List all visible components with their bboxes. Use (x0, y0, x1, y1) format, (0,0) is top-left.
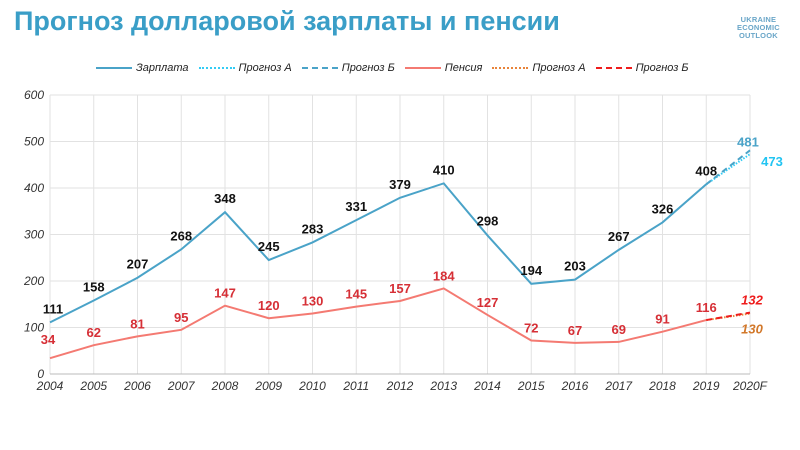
x-tick-label: 2015 (517, 379, 545, 393)
pension-data-label: 91 (655, 312, 669, 327)
legend-swatch (492, 67, 529, 69)
y-tick-label: 300 (24, 228, 44, 242)
y-tick-label: 500 (24, 135, 44, 149)
legend-item: Прогноз Б (595, 62, 689, 74)
pension-data-label: 116 (696, 300, 717, 315)
legend-label: Прогноз А (532, 62, 586, 74)
salary-data-label: 158 (83, 280, 105, 295)
salary-forecast-a-label: 473 (761, 154, 783, 169)
x-tick-label: 2010 (298, 379, 326, 393)
legend-item: Прогноз А (198, 62, 292, 74)
pension-forecast-a-label: 130 (741, 322, 763, 337)
x-tick-label: 2008 (211, 379, 239, 393)
salary-data-label: 203 (564, 259, 586, 274)
x-tick-label: 2016 (561, 379, 589, 393)
x-tick-label: 2019 (692, 379, 720, 393)
x-tick-label: 2009 (254, 379, 282, 393)
series-line (49, 182, 707, 324)
x-tick-label: 2011 (342, 379, 369, 393)
salary-data-label: 245 (258, 239, 280, 254)
pension-data-label: 130 (302, 294, 324, 309)
y-tick-label: 200 (23, 274, 44, 288)
y-tick-label: 0 (37, 367, 44, 381)
pension-data-label: 67 (568, 323, 582, 338)
x-tick-label: 2006 (123, 379, 151, 393)
x-tick-label: 2005 (79, 379, 107, 393)
salary-data-label: 348 (214, 191, 236, 206)
pension-data-label: 95 (174, 310, 188, 325)
legend-item: Зарплата (96, 62, 189, 74)
pension-data-label: 81 (130, 316, 144, 331)
x-tick-label: 2012 (386, 379, 414, 393)
legend-swatch (404, 67, 441, 69)
legend-item: Пенсия (404, 62, 483, 74)
pension-data-label: 120 (258, 298, 280, 313)
salary-data-label: 268 (170, 228, 192, 243)
logo-line: OUTLOOK (738, 31, 778, 40)
x-tick-label: 2004 (36, 379, 64, 393)
pension-data-label: 184 (433, 268, 455, 283)
pension-data-label: 72 (524, 321, 538, 336)
legend: Зарплата Прогноз А Прогноз Б Пенсия Прогноз … (96, 62, 689, 74)
x-tick-label: 2017 (604, 379, 633, 393)
pension-data-label: 147 (214, 286, 236, 301)
x-tick-label: 2007 (167, 379, 196, 393)
y-tick-label: 600 (24, 88, 44, 102)
series-line (706, 311, 751, 322)
logo-line: ECONOMIC (737, 23, 780, 32)
pension-data-label: 69 (612, 322, 626, 337)
chart-title: Прогноз долларовой зарплаты и пенсии (14, 6, 560, 36)
salary-data-label: 194 (520, 263, 542, 278)
salary-data-label: 207 (127, 257, 149, 272)
legend-label: Пенсия (444, 62, 483, 74)
pension-data-label: 157 (389, 281, 411, 296)
salary-data-label: 379 (389, 177, 411, 192)
logo-line: UKRAINE (740, 15, 777, 24)
legend-label: Прогноз Б (341, 62, 395, 74)
salary-data-label: 408 (695, 163, 717, 178)
legend-item: Прогноз А (492, 62, 586, 74)
x-tick-label: 2020F (732, 379, 768, 393)
pension-data-label: 145 (345, 287, 367, 302)
pension-data-label: 34 (41, 332, 56, 347)
salary-forecast-b-label: 481 (737, 134, 759, 149)
legend-swatch (96, 67, 132, 69)
salary-data-label: 111 (43, 301, 63, 316)
salary-data-label: 410 (433, 162, 455, 177)
x-tick-label: 2013 (429, 379, 457, 393)
ukraine-economic-outlook-logo: UKRAINE ECONOMIC OUTLOOK (737, 16, 780, 40)
legend-label: Прогноз А (238, 62, 292, 74)
x-tick-label: 2018 (648, 379, 676, 393)
salary-data-label: 326 (652, 201, 674, 216)
x-tick-label: 2014 (473, 379, 501, 393)
salary-data-label: 331 (345, 199, 367, 214)
pension-data-label: 62 (87, 325, 101, 340)
salary-data-label: 283 (302, 221, 324, 236)
pension-forecast-b-label: 132 (741, 293, 763, 308)
legend-swatch (595, 67, 632, 69)
salary-data-label: 267 (608, 229, 630, 244)
series-line (49, 287, 707, 360)
legend-label: Зарплата (136, 62, 189, 74)
y-tick-label: 400 (24, 181, 44, 195)
pension-data-label: 127 (477, 295, 499, 310)
legend-swatch (198, 67, 235, 69)
y-tick-label: 100 (24, 321, 44, 335)
legend-item: Прогноз Б (301, 62, 395, 74)
legend-label: Прогноз Б (635, 62, 689, 74)
legend-swatch (301, 67, 338, 69)
salary-data-label: 298 (477, 213, 499, 228)
